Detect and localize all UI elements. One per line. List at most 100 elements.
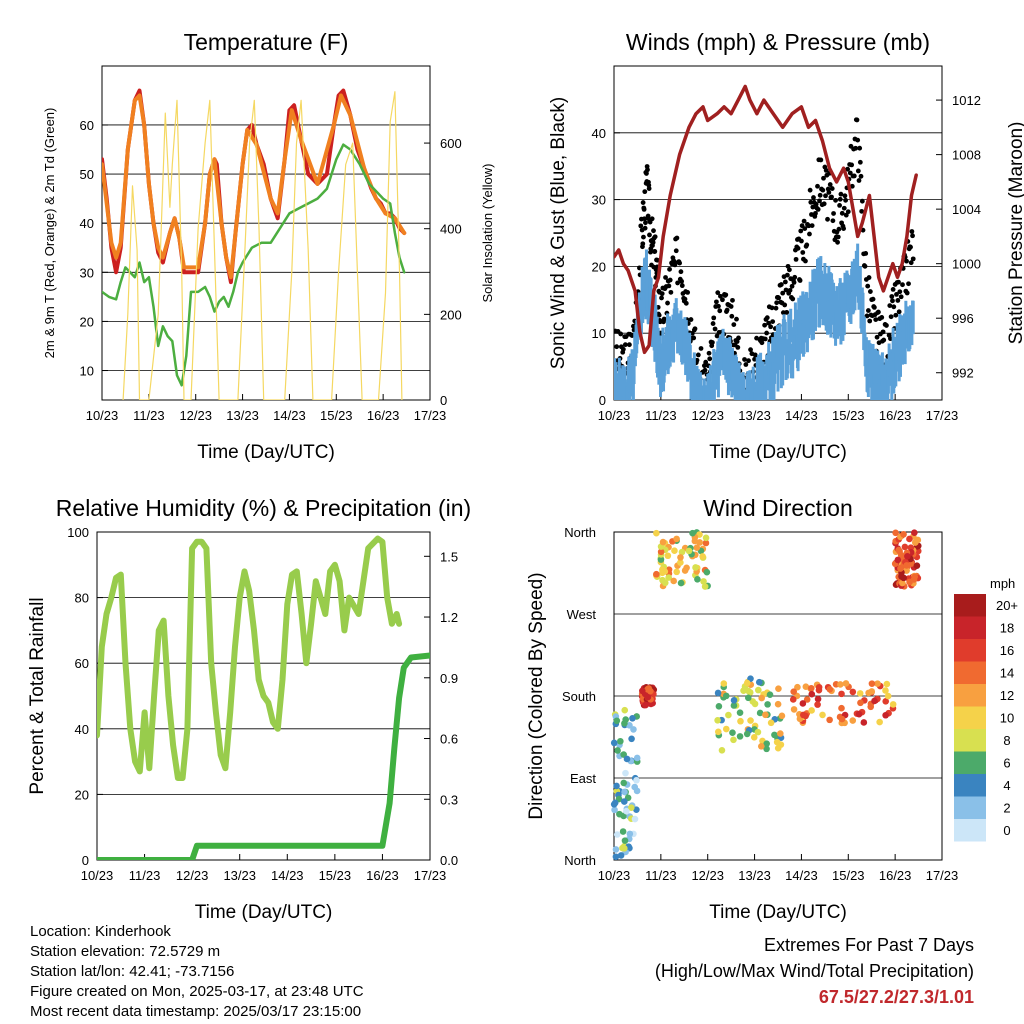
x-tick-label: 12/23 — [176, 868, 209, 883]
gust-point — [842, 193, 848, 199]
direction-point — [897, 565, 904, 572]
gust-point — [800, 250, 806, 255]
direction-point — [906, 578, 913, 586]
direction-point — [756, 709, 764, 717]
y2-tick-label: 0.0 — [440, 853, 458, 868]
gust-point — [896, 279, 901, 285]
direction-point — [911, 539, 919, 546]
gust-point — [867, 318, 873, 324]
x-tick-label: 10/23 — [81, 868, 114, 883]
gust-point — [856, 178, 862, 183]
gust-point — [640, 200, 646, 205]
y-tick-label: 50 — [80, 167, 94, 182]
direction-point — [802, 712, 809, 720]
gust-point — [888, 314, 894, 320]
direction-point — [621, 837, 629, 844]
gust-point — [650, 240, 656, 245]
plot-frame — [613, 65, 943, 401]
gust-point — [723, 292, 729, 298]
direction-point — [868, 688, 876, 695]
gust-point — [657, 319, 663, 325]
colorbar-title: mph — [990, 576, 1015, 591]
direction-point — [631, 815, 639, 823]
direction-point — [899, 579, 906, 587]
gust-point — [798, 228, 804, 234]
x-tick-label: 10/23 — [86, 408, 119, 423]
gust-point — [640, 241, 646, 247]
direction-point — [736, 733, 744, 740]
direction-point — [773, 738, 781, 746]
gust-point — [776, 295, 782, 301]
x-tick-label: 11/23 — [645, 868, 677, 883]
gust-point — [692, 326, 698, 332]
y-tick-label: 40 — [75, 722, 89, 737]
direction-point — [868, 680, 876, 687]
direction-point — [808, 707, 815, 714]
direction-point — [681, 567, 689, 574]
gust-point — [710, 321, 716, 326]
latlon-text: Station lat/lon: 42.41; -73.7156 — [30, 963, 235, 980]
direction-point — [659, 576, 666, 584]
direction-point — [626, 722, 633, 729]
direction-point — [755, 678, 763, 686]
colorbar-swatch — [954, 751, 986, 774]
y2-tick-label: 992 — [952, 366, 974, 381]
direction-point — [657, 548, 665, 556]
direction-point — [755, 686, 762, 694]
gust-point — [667, 277, 673, 283]
gust-point — [817, 198, 822, 204]
gust-point — [849, 183, 855, 189]
direction-point — [747, 717, 754, 724]
direction-point — [620, 798, 628, 805]
gust-point — [904, 290, 910, 296]
colorbar-swatch — [954, 616, 986, 639]
direction-point — [774, 700, 782, 708]
chart-title: Winds (mph) & Pressure (mb) — [626, 29, 930, 55]
gust-point — [783, 287, 789, 293]
gust-point — [645, 213, 651, 219]
direction-point — [653, 570, 660, 578]
y2-tick-label: 200 — [440, 307, 462, 322]
direction-point — [644, 693, 652, 701]
gust-point — [752, 352, 758, 358]
gust-point — [743, 362, 749, 367]
gust-point — [813, 201, 819, 207]
gust-point — [815, 183, 820, 189]
y-axis-label: Percent & Total Rainfall — [27, 597, 48, 794]
gust-point — [836, 226, 842, 232]
gust-point — [652, 234, 658, 240]
direction-point — [677, 559, 684, 566]
direction-point — [860, 719, 868, 726]
gust-point — [904, 258, 909, 264]
direction-point — [745, 687, 752, 695]
station-info: Location: Kinderhook Station elevation: … — [30, 922, 364, 1022]
gust-point — [789, 283, 795, 289]
gust-point — [766, 320, 772, 326]
gust-point — [679, 278, 685, 284]
gust-point — [795, 245, 801, 251]
gust-point — [641, 206, 647, 212]
gust-point — [820, 187, 826, 193]
gust-point — [784, 309, 790, 315]
direction-point — [794, 683, 801, 691]
gust-point — [837, 202, 842, 208]
humidity-precip-panel: 10/23 11/23 12/23 13/23 14/23 15/23 16/23 17/23… — [27, 495, 471, 923]
x-tick-label: 17/23 — [926, 868, 959, 883]
gust-point — [683, 300, 689, 306]
gust-point — [890, 286, 896, 292]
gust-point — [791, 280, 797, 285]
direction-point — [838, 704, 845, 712]
direction-point — [677, 579, 685, 587]
gust-point — [730, 297, 735, 303]
gust-point — [759, 340, 765, 346]
direction-point — [729, 729, 736, 737]
x-tick-label: 14/23 — [271, 868, 304, 883]
y2-tick-label: 600 — [440, 136, 462, 151]
direction-point — [722, 725, 730, 733]
colorbar-label: 10 — [1000, 711, 1014, 726]
direction-point — [664, 552, 672, 560]
gust-point — [831, 211, 836, 216]
x-tick-label: 12/23 — [691, 868, 724, 883]
direction-point — [882, 687, 889, 694]
y2-tick-label: 1004 — [952, 202, 981, 217]
